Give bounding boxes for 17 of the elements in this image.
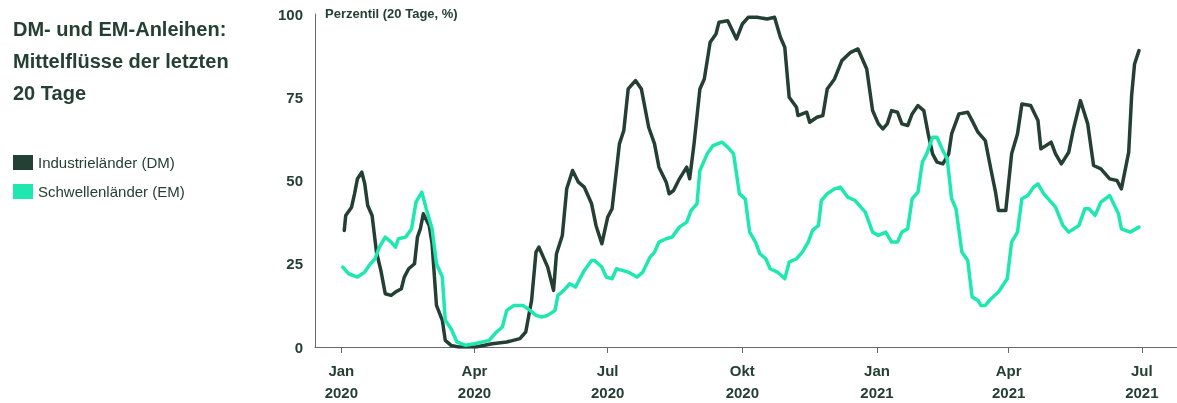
x-tick-label: Apr 2020 bbox=[457, 361, 492, 401]
legend-label: Industrieländer (DM) bbox=[38, 154, 175, 171]
legend-label: Schwellenländer (EM) bbox=[38, 183, 185, 200]
text: DM- und EM-Anleihen: Mittelflüsse der letzten 20 Tage bbox=[13, 18, 229, 104]
y-tick-label: 75 bbox=[286, 88, 303, 106]
y-axis-title: Perzentil (20 Tage, %) bbox=[325, 6, 458, 21]
x-tick-label: Jul 2020 bbox=[591, 361, 625, 401]
y-tick-label: 25 bbox=[286, 255, 303, 273]
x-tick-label: Jan 2020 bbox=[324, 361, 359, 401]
x-tick-label: Jul 2021 bbox=[1125, 361, 1159, 401]
line-series bbox=[341, 135, 1141, 348]
x-tick-label: Apr 2021 bbox=[992, 361, 1026, 401]
y-tick-label: 50 bbox=[286, 172, 303, 189]
x-tick-label: Okt 2020 bbox=[725, 361, 760, 401]
y-tick-label: 100 bbox=[277, 5, 303, 23]
x-tick-label: Jan 2021 bbox=[860, 361, 894, 401]
y-tick-label: 0 bbox=[294, 338, 303, 356]
